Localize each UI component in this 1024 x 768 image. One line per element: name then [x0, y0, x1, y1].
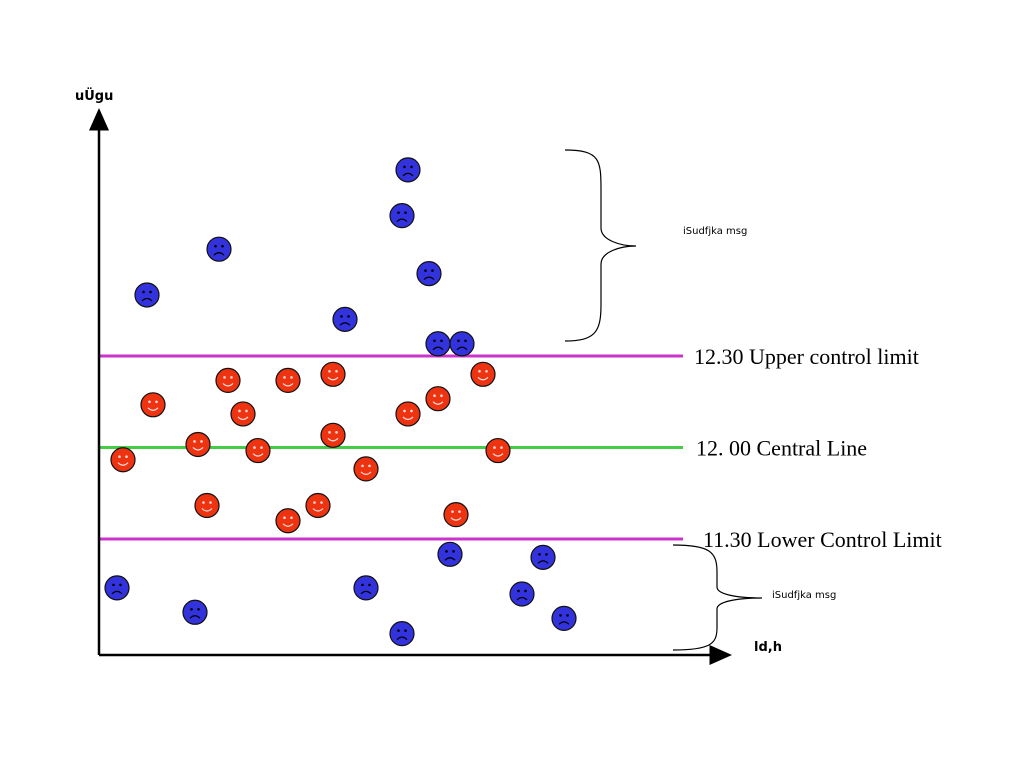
happy-face-point-30	[425, 386, 451, 412]
sad-face-point-14	[530, 544, 556, 570]
happy-face-point-25	[194, 492, 220, 519]
happy-face-point-23	[320, 361, 346, 387]
upper-brace	[564, 149, 637, 342]
happy-face-point-22	[275, 367, 301, 393]
data-points	[104, 157, 577, 647]
happy-face-point-32	[485, 437, 511, 464]
happy-face-point-28	[353, 456, 379, 482]
control-line-label-1: 12. 00 Central Line	[696, 436, 867, 461]
control-lines: 12.30 Upper control limit 12. 00 Central …	[99, 344, 942, 552]
sad-face-point-5	[416, 261, 442, 287]
sad-face-point-13	[509, 581, 535, 607]
happy-face-point-33	[443, 502, 469, 528]
sad-face-point-3	[395, 157, 421, 183]
sad-face-point-2	[332, 306, 358, 332]
sad-face-point-1	[206, 236, 232, 262]
sad-face-point-8	[104, 575, 130, 601]
happy-face-point-20	[230, 401, 256, 427]
upper-brace-label: iSudfjka msg	[683, 226, 747, 237]
sad-face-point-0	[134, 282, 160, 308]
lower-brace-label: iSudfjka msg	[772, 590, 836, 601]
happy-face-point-29	[395, 401, 421, 427]
sad-face-point-9	[182, 599, 208, 625]
control-line-label-2: 11.30 Lower Control Limit	[703, 527, 942, 552]
x-axis-label: ld,h	[754, 640, 782, 655]
lower-brace	[672, 544, 763, 651]
happy-face-point-31	[470, 361, 496, 387]
happy-face-point-17	[140, 392, 166, 418]
sad-face-point-7	[449, 331, 475, 357]
happy-face-point-19	[215, 367, 241, 393]
happy-face-point-26	[275, 508, 301, 534]
happy-face-point-16	[110, 447, 136, 473]
y-axis-label: uÜgu	[75, 88, 113, 104]
sad-face-point-12	[437, 541, 463, 567]
happy-face-point-18	[185, 431, 211, 458]
sad-face-point-11	[389, 621, 415, 647]
happy-face-point-24	[320, 422, 346, 448]
sad-face-point-6	[425, 331, 451, 357]
control-line-label-0: 12.30 Upper control limit	[694, 344, 919, 369]
sad-face-point-10	[353, 575, 379, 601]
sad-face-point-15	[551, 605, 577, 631]
happy-face-point-21	[245, 437, 271, 464]
happy-face-point-27	[305, 492, 331, 519]
sad-face-point-4	[389, 203, 415, 229]
